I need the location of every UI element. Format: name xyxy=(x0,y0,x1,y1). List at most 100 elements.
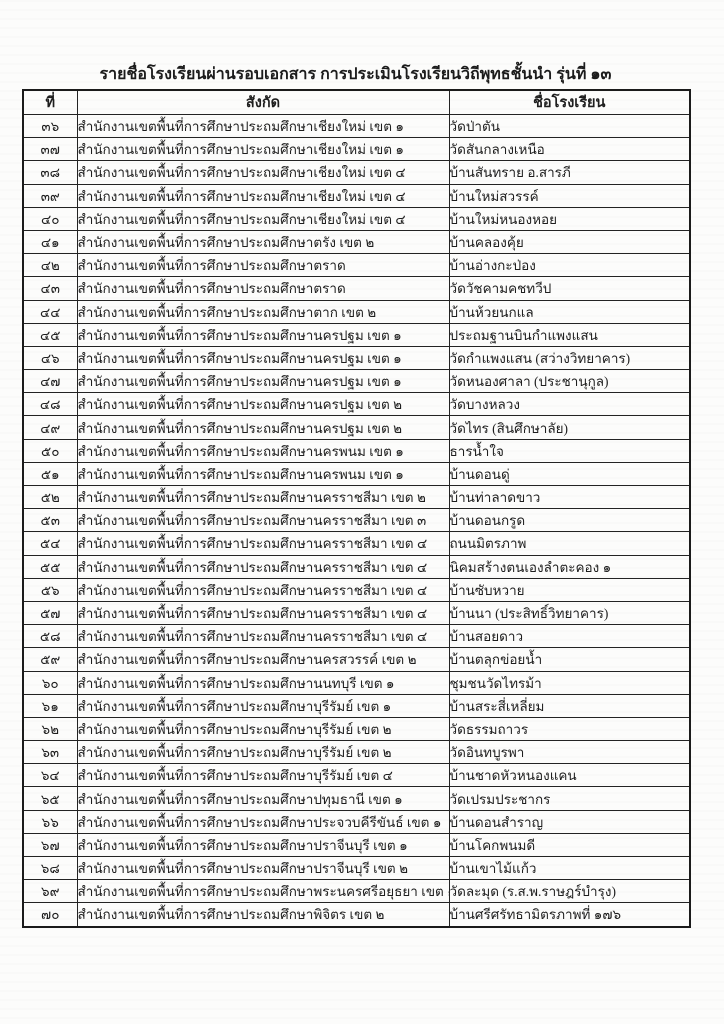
table-row: ๔๔ สำนักงานเขตพื้นที่การศึกษาประถมศึกษาตา… xyxy=(22,299,691,324)
row-number-cell: ๖๑ xyxy=(22,693,78,718)
table-row: ๖๑ สำนักงานเขตพื้นที่การศึกษาประถมศึกษาบุ… xyxy=(22,693,691,718)
school-name-cell: บ้านใหม่หนองหอย xyxy=(448,206,691,231)
table-row: ๕๓ สำนักงานเขตพื้นที่การศึกษาประถมศึกษานค… xyxy=(22,508,691,533)
table-row: ๔๐ สำนักงานเขตพื้นที่การศึกษาประถมศึกษาเช… xyxy=(22,206,691,231)
affiliation-cell: สำนักงานเขตพื้นที่การศึกษาประถมศึกษาเชีย… xyxy=(76,160,450,185)
row-number-cell: ๕๕ xyxy=(22,554,78,579)
school-name-cell: บ้านศรีศรัทธามิตรภาพที่ ๑๗๖ xyxy=(448,902,691,928)
row-number-cell: ๓๖ xyxy=(22,113,78,139)
table-row: ๓๖ สำนักงานเขตพื้นที่การศึกษาประถมศึกษาเช… xyxy=(22,113,691,139)
school-name-cell: วัดธรรมถาวร xyxy=(448,716,691,742)
affiliation-cell: สำนักงานเขตพื้นที่การศึกษาประถมศึกษานครร… xyxy=(76,624,450,649)
table-row: ๖๔ สำนักงานเขตพื้นที่การศึกษาประถมศึกษาบุ… xyxy=(22,763,691,788)
school-name-cell: บ้านดอนสำราญ xyxy=(448,809,691,834)
row-number-cell: ๔๐ xyxy=(22,206,78,231)
school-name-cell: วัดกำแพงแสน (สว่างวิทยาคาร) xyxy=(448,345,691,371)
affiliation-cell: สำนักงานเขตพื้นที่การศึกษาประถมศึกษานครป… xyxy=(76,345,450,371)
affiliation-cell: สำนักงานเขตพื้นที่การศึกษาประถมศึกษาเชีย… xyxy=(76,113,450,139)
row-number-cell: ๕๐ xyxy=(22,438,78,463)
table-row: ๔๒ สำนักงานเขตพื้นที่การศึกษาประถมศึกษาตร… xyxy=(22,253,691,278)
row-number-cell: ๖๕ xyxy=(22,786,78,811)
table-row: ๔๗ สำนักงานเขตพื้นที่การศึกษาประถมศึกษานค… xyxy=(22,369,691,394)
table-row: ๖๐ สำนักงานเขตพื้นที่การศึกษาประถมศึกษานน… xyxy=(22,670,691,695)
row-number-cell: ๓๙ xyxy=(22,183,78,208)
row-number-cell: ๖๒ xyxy=(22,716,78,742)
row-number-cell: ๖๐ xyxy=(22,670,78,695)
school-name-cell: บ้านอ่างกะป่อง xyxy=(448,253,691,278)
table-row: ๕๐ สำนักงานเขตพื้นที่การศึกษาประถมศึกษานค… xyxy=(22,438,691,463)
affiliation-cell: สำนักงานเขตพื้นที่การศึกษาประถมศึกษาบุรี… xyxy=(76,763,450,788)
row-number-cell: ๔๑ xyxy=(22,229,78,255)
table-row: ๕๖ สำนักงานเขตพื้นที่การศึกษาประถมศึกษานค… xyxy=(22,577,691,602)
school-name-cell: ถนนมิตรภาพ xyxy=(448,531,691,556)
table-row: ๖๘ สำนักงานเขตพื้นที่การศึกษาประถมศึกษาปร… xyxy=(22,855,691,881)
table-header: ที่ สังกัด ชื่อโรงเรียน xyxy=(22,89,691,115)
school-name-cell: วัดบางหลวง xyxy=(448,392,691,417)
affiliation-cell: สำนักงานเขตพื้นที่การศึกษาประถมศึกษานครป… xyxy=(76,415,450,440)
table-row: ๕๗ สำนักงานเขตพื้นที่การศึกษาประถมศึกษานค… xyxy=(22,600,691,626)
table-row: ๕๒ สำนักงานเขตพื้นที่การศึกษาประถมศึกษานค… xyxy=(22,484,691,510)
affiliation-cell: สำนักงานเขตพื้นที่การศึกษาประถมศึกษานครพ… xyxy=(76,438,450,463)
table-row: ๓๙ สำนักงานเขตพื้นที่การศึกษาประถมศึกษาเช… xyxy=(22,183,691,208)
row-number-cell: ๕๑ xyxy=(22,461,78,487)
affiliation-cell: สำนักงานเขตพื้นที่การศึกษาประถมศึกษานครร… xyxy=(76,554,450,579)
school-name-cell: บ้านใหม่สวรรค์ xyxy=(448,183,691,208)
school-name-cell: วัดสันกลางเหนือ xyxy=(448,137,691,162)
table-row: ๔๘ สำนักงานเขตพื้นที่การศึกษาประถมศึกษานค… xyxy=(22,392,691,417)
school-name-cell: ชุมชนวัดไทรม้า xyxy=(448,670,691,695)
school-name-cell: บ้านนา (ประสิทธิ์วิทยาคาร) xyxy=(448,600,691,626)
school-name-cell: บ้านชาดหัวหนองแคน xyxy=(448,763,691,788)
row-number-cell: ๕๔ xyxy=(22,531,78,556)
row-number-cell: ๔๔ xyxy=(22,299,78,324)
table-row: ๖๓ สำนักงานเขตพื้นที่การศึกษาประถมศึกษาบุ… xyxy=(22,740,691,765)
school-name-cell: วัดละมุด (ร.ส.พ.ราษฎร์บำรุง) xyxy=(448,879,691,904)
affiliation-cell: สำนักงานเขตพื้นที่การศึกษาประถมศึกษานครป… xyxy=(76,392,450,417)
table-row: ๖๗ สำนักงานเขตพื้นที่การศึกษาประถมศึกษาปร… xyxy=(22,832,691,858)
row-number-cell: ๕๘ xyxy=(22,624,78,649)
col-header-affiliation: สังกัด xyxy=(76,89,450,115)
school-name-cell: บ้านสันทราย อ.สารภี xyxy=(448,160,691,185)
school-name-cell: ธารน้ำใจ xyxy=(448,438,691,463)
row-number-cell: ๔๕ xyxy=(22,322,78,347)
row-number-cell: ๖๖ xyxy=(22,809,78,834)
affiliation-cell: สำนักงานเขตพื้นที่การศึกษาประถมศึกษานนทบ… xyxy=(76,670,450,695)
affiliation-cell: สำนักงานเขตพื้นที่การศึกษาประถมศึกษาบุรี… xyxy=(76,716,450,742)
table-row: ๔๑ สำนักงานเขตพื้นที่การศึกษาประถมศึกษาตร… xyxy=(22,229,691,255)
school-name-cell: บ้านสอยดาว xyxy=(448,624,691,649)
row-number-cell: ๖๗ xyxy=(22,832,78,858)
col-header-school-name: ชื่อโรงเรียน xyxy=(448,89,691,115)
col-header-number: ที่ xyxy=(22,89,78,115)
row-number-cell: ๓๘ xyxy=(22,160,78,185)
table-row: ๕๑ สำนักงานเขตพื้นที่การศึกษาประถมศึกษานค… xyxy=(22,461,691,487)
page-title: รายชื่อโรงเรียนผ่านรอบเอกสาร การประเมินโ… xyxy=(99,66,612,83)
affiliation-cell: สำนักงานเขตพื้นที่การศึกษาประถมศึกษาเชีย… xyxy=(76,206,450,231)
row-number-cell: ๔๖ xyxy=(22,345,78,371)
affiliation-cell: สำนักงานเขตพื้นที่การศึกษาประถมศึกษานครร… xyxy=(76,531,450,556)
school-name-cell: วัดเปรมประชากร xyxy=(448,786,691,811)
affiliation-cell: สำนักงานเขตพื้นที่การศึกษาประถมศึกษาตราด xyxy=(76,253,450,278)
affiliation-cell: สำนักงานเขตพื้นที่การศึกษาประถมศึกษาพิจิ… xyxy=(76,902,450,928)
row-number-cell: ๕๓ xyxy=(22,508,78,533)
table-row: ๔๓ สำนักงานเขตพื้นที่การศึกษาประถมศึกษาตร… xyxy=(22,276,691,301)
school-name-cell: บ้านเขาไม้แก้ว xyxy=(448,855,691,881)
affiliation-cell: สำนักงานเขตพื้นที่การศึกษาประถมศึกษานครร… xyxy=(76,577,450,602)
header-row: ที่ สังกัด ชื่อโรงเรียน xyxy=(22,89,691,115)
row-number-cell: ๔๗ xyxy=(22,369,78,394)
table-row: ๓๗ สำนักงานเขตพื้นที่การศึกษาประถมศึกษาเช… xyxy=(22,137,691,162)
school-list-table: ที่ สังกัด ชื่อโรงเรียน ๓๖ สำนักงานเขตพื้… xyxy=(22,89,691,928)
row-number-cell: ๖๔ xyxy=(22,763,78,788)
school-name-cell: บ้านท่าลาดขาว xyxy=(448,484,691,510)
affiliation-cell: สำนักงานเขตพื้นที่การศึกษาประถมศึกษานครป… xyxy=(76,322,450,347)
school-name-cell: บ้านโคกพนมดี xyxy=(448,832,691,858)
row-number-cell: ๕๗ xyxy=(22,600,78,626)
row-number-cell: ๖๘ xyxy=(22,855,78,881)
affiliation-cell: สำนักงานเขตพื้นที่การศึกษาประถมศึกษาเชีย… xyxy=(76,137,450,162)
row-number-cell: ๔๓ xyxy=(22,276,78,301)
affiliation-cell: สำนักงานเขตพื้นที่การศึกษาประถมศึกษาบุรี… xyxy=(76,740,450,765)
affiliation-cell: สำนักงานเขตพื้นที่การศึกษาประถมศึกษานครร… xyxy=(76,600,450,626)
affiliation-cell: สำนักงานเขตพื้นที่การศึกษาประถมศึกษาปราจ… xyxy=(76,832,450,858)
table-row: ๖๕ สำนักงานเขตพื้นที่การศึกษาประถมศึกษาปท… xyxy=(22,786,691,811)
affiliation-cell: สำนักงานเขตพื้นที่การศึกษาประถมศึกษานครพ… xyxy=(76,461,450,487)
table-row: ๔๕ สำนักงานเขตพื้นที่การศึกษาประถมศึกษานค… xyxy=(22,322,691,347)
row-number-cell: ๓๗ xyxy=(22,137,78,162)
